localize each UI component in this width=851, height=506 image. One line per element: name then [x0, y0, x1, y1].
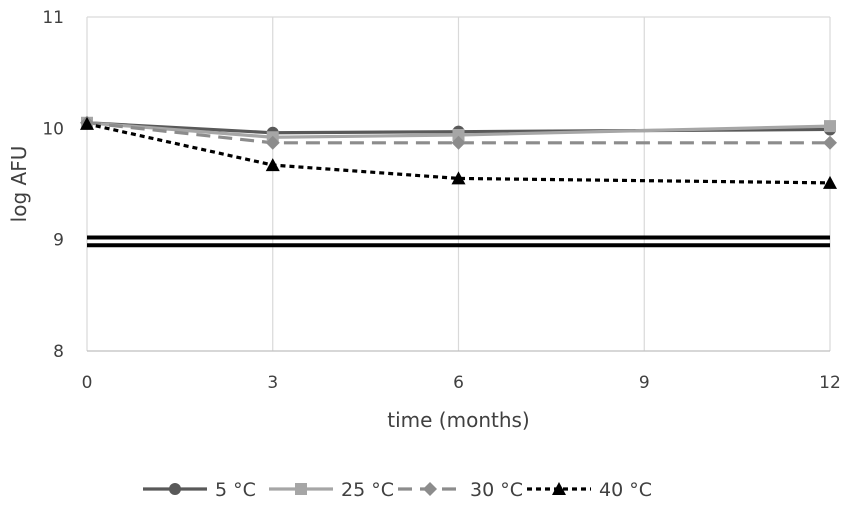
x-tick-label-9: 9 — [639, 373, 650, 393]
markers-layer — [80, 115, 837, 189]
x-tick-label-0: 0 — [82, 373, 93, 393]
x-tick-label-3: 3 — [267, 373, 278, 393]
series-line-3 — [86, 121, 830, 145]
y-axis-title: log AFU — [7, 146, 31, 223]
series-2-point-12 — [824, 120, 836, 133]
series-2-point-6 — [452, 129, 465, 142]
x-axis-title: time (months) — [387, 408, 529, 432]
legend-marker-1 — [169, 483, 181, 495]
y-tick-label-11: 11 — [42, 8, 64, 28]
legend-marker-3 — [423, 482, 437, 496]
y-tick-label-9: 9 — [53, 231, 64, 251]
series-line-2 — [86, 121, 831, 139]
series-4-point-3 — [265, 158, 280, 172]
tick-labels: 0 3 6 9 12 8 9 10 11 — [42, 8, 840, 393]
legend-label-4: 40 °C — [599, 479, 652, 501]
legend-label-1: 5 °C — [215, 479, 256, 501]
series-3-point-12 — [823, 135, 837, 150]
series-4-point-6 — [451, 171, 466, 185]
x-tick-label-6: 6 — [453, 373, 464, 393]
series-4-point-0 — [80, 116, 94, 130]
series-3-point-6 — [451, 135, 466, 150]
legend-label-2: 25 °C — [341, 479, 394, 501]
series-layer — [86, 121, 831, 185]
legend: 5 °C 25 °C 30 °C 40 °C — [143, 479, 652, 501]
y-tick-label-8: 8 — [53, 342, 64, 362]
reference-lines — [87, 235, 830, 248]
legend-marker-2 — [295, 483, 307, 495]
series-4-point-12 — [823, 175, 837, 189]
series-3-point-3 — [265, 135, 280, 150]
x-tick-label-12: 12 — [819, 373, 841, 393]
legend-marker-4 — [552, 482, 566, 495]
series-line-4 — [86, 122, 831, 185]
y-tick-label-10: 10 — [42, 119, 64, 139]
legend-label-3: 30 °C — [470, 479, 523, 501]
